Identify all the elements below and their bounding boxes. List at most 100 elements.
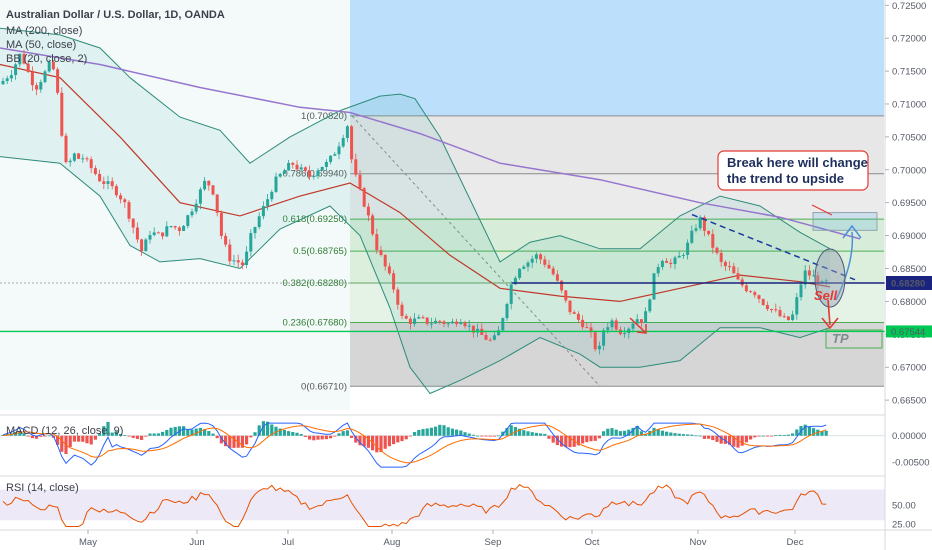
chart-title: Australian Dollar / U.S. Dollar, 1D, OAN… bbox=[6, 9, 225, 21]
macd-histogram-bar bbox=[614, 429, 618, 436]
macd-histogram-bar bbox=[387, 435, 391, 447]
macd-histogram-bar bbox=[308, 435, 312, 440]
macd-histogram-bar bbox=[707, 435, 711, 439]
candle-body bbox=[526, 262, 530, 267]
candle-body bbox=[652, 273, 656, 300]
indicator-ma200-label[interactable]: MA (200, close) bbox=[6, 25, 82, 37]
macd-histogram-bar bbox=[765, 435, 769, 437]
macd-histogram-bar bbox=[560, 435, 564, 447]
support-price-badge bbox=[886, 325, 932, 338]
macd-histogram-bar bbox=[114, 431, 118, 436]
macd-histogram-bar bbox=[690, 434, 694, 436]
rsi-tick-label: 25.00 bbox=[892, 520, 916, 531]
macd-histogram-bar bbox=[761, 435, 765, 437]
macd-histogram-bar bbox=[459, 430, 463, 436]
candle-body bbox=[568, 300, 572, 313]
macd-histogram-bar bbox=[744, 435, 748, 443]
macd-tick-label: -0.00500 bbox=[892, 457, 930, 468]
bollinger-bands bbox=[0, 27, 831, 395]
candle-body bbox=[417, 317, 421, 319]
candle-body bbox=[77, 153, 81, 159]
ma50-line bbox=[0, 63, 831, 303]
macd-histogram-bar bbox=[623, 430, 627, 436]
candle-body bbox=[442, 321, 446, 324]
candle-body bbox=[400, 304, 404, 316]
candle-body bbox=[807, 270, 811, 276]
price-tick-label: 0.66500 bbox=[892, 396, 926, 407]
candle-body bbox=[786, 316, 790, 320]
candle-body bbox=[375, 234, 379, 251]
macd-histogram-bar bbox=[656, 429, 660, 436]
candle-body bbox=[824, 280, 828, 282]
macd-histogram-bar bbox=[127, 435, 131, 437]
candle-body bbox=[26, 63, 30, 72]
candle-body bbox=[371, 215, 375, 235]
month-label: Dec bbox=[787, 537, 804, 548]
candle-body bbox=[665, 260, 669, 263]
macd-histogram-bar bbox=[736, 435, 740, 448]
macd-histogram-bar bbox=[723, 435, 727, 444]
drawings[interactable] bbox=[0, 204, 885, 349]
candle-body bbox=[530, 258, 534, 263]
macd-histogram-bar bbox=[282, 429, 286, 436]
candle-body bbox=[505, 303, 509, 319]
candle-body bbox=[320, 166, 324, 171]
candle-body bbox=[22, 53, 26, 64]
current-price-badge bbox=[886, 275, 932, 290]
macd-histogram-bar bbox=[782, 435, 786, 436]
macd-histogram-bar bbox=[324, 435, 328, 440]
macd-pane bbox=[0, 421, 885, 468]
candle-body bbox=[362, 188, 366, 207]
macd-histogram-bar bbox=[135, 435, 139, 439]
macd-histogram-bar bbox=[375, 435, 379, 453]
annotation-note-box[interactable] bbox=[717, 150, 869, 191]
macd-histogram-bar bbox=[740, 435, 744, 446]
macd-histogram-bar bbox=[329, 435, 333, 439]
macd-label[interactable]: MACD (12, 26, close, 9) bbox=[6, 425, 123, 437]
macd-histogram-bar bbox=[39, 435, 43, 437]
candle-body bbox=[639, 319, 643, 323]
macd-histogram-bar bbox=[18, 430, 22, 436]
macd-histogram-bar bbox=[345, 430, 349, 436]
candle-body bbox=[135, 227, 139, 240]
fib-label-5: 0.236(0.67680) bbox=[283, 317, 347, 328]
indicator-ma50-label[interactable]: MA (50, close) bbox=[6, 39, 76, 51]
macd-histogram-bar bbox=[408, 435, 412, 437]
candle-body bbox=[547, 264, 551, 269]
candle-body bbox=[219, 212, 223, 236]
candle-body bbox=[232, 260, 236, 262]
macd-histogram-bar bbox=[295, 432, 299, 436]
candle-body bbox=[39, 82, 43, 90]
fib-label-3: 0.5(0.68765) bbox=[293, 246, 347, 257]
indicator-bb-label[interactable]: BB (20, close, 2) bbox=[6, 53, 87, 65]
candle-body bbox=[677, 255, 681, 258]
macd-histogram-bar bbox=[602, 431, 606, 436]
macd-histogram-bar bbox=[480, 435, 484, 437]
candle-body bbox=[421, 317, 425, 319]
macd-histogram-bar bbox=[438, 424, 442, 436]
macd-histogram-bar bbox=[43, 435, 47, 437]
bb-lower-line bbox=[0, 156, 831, 395]
macd-histogram-bar bbox=[173, 426, 177, 436]
rsi-label[interactable]: RSI (14, close) bbox=[6, 482, 79, 494]
candle-body bbox=[140, 239, 144, 252]
bb-upper-line bbox=[0, 27, 831, 263]
candle-body bbox=[757, 295, 761, 299]
macd-histogram-bar bbox=[669, 432, 673, 436]
candle-body bbox=[224, 235, 228, 245]
macd-histogram-bar bbox=[366, 435, 370, 448]
price-tick-label: 0.68500 bbox=[892, 264, 926, 275]
candle-body bbox=[51, 61, 55, 70]
macd-histogram-bar bbox=[383, 435, 387, 449]
background-layer bbox=[0, 0, 350, 410]
macd-histogram-bar bbox=[144, 435, 148, 437]
candle-body bbox=[106, 181, 110, 184]
macd-histogram-bar bbox=[350, 435, 354, 439]
macd-histogram-bar bbox=[446, 427, 450, 436]
macd-histogram-bar bbox=[119, 433, 123, 436]
candle-body bbox=[736, 273, 740, 280]
macd-histogram-bar bbox=[232, 435, 236, 448]
macd-histogram-bar bbox=[274, 426, 278, 436]
